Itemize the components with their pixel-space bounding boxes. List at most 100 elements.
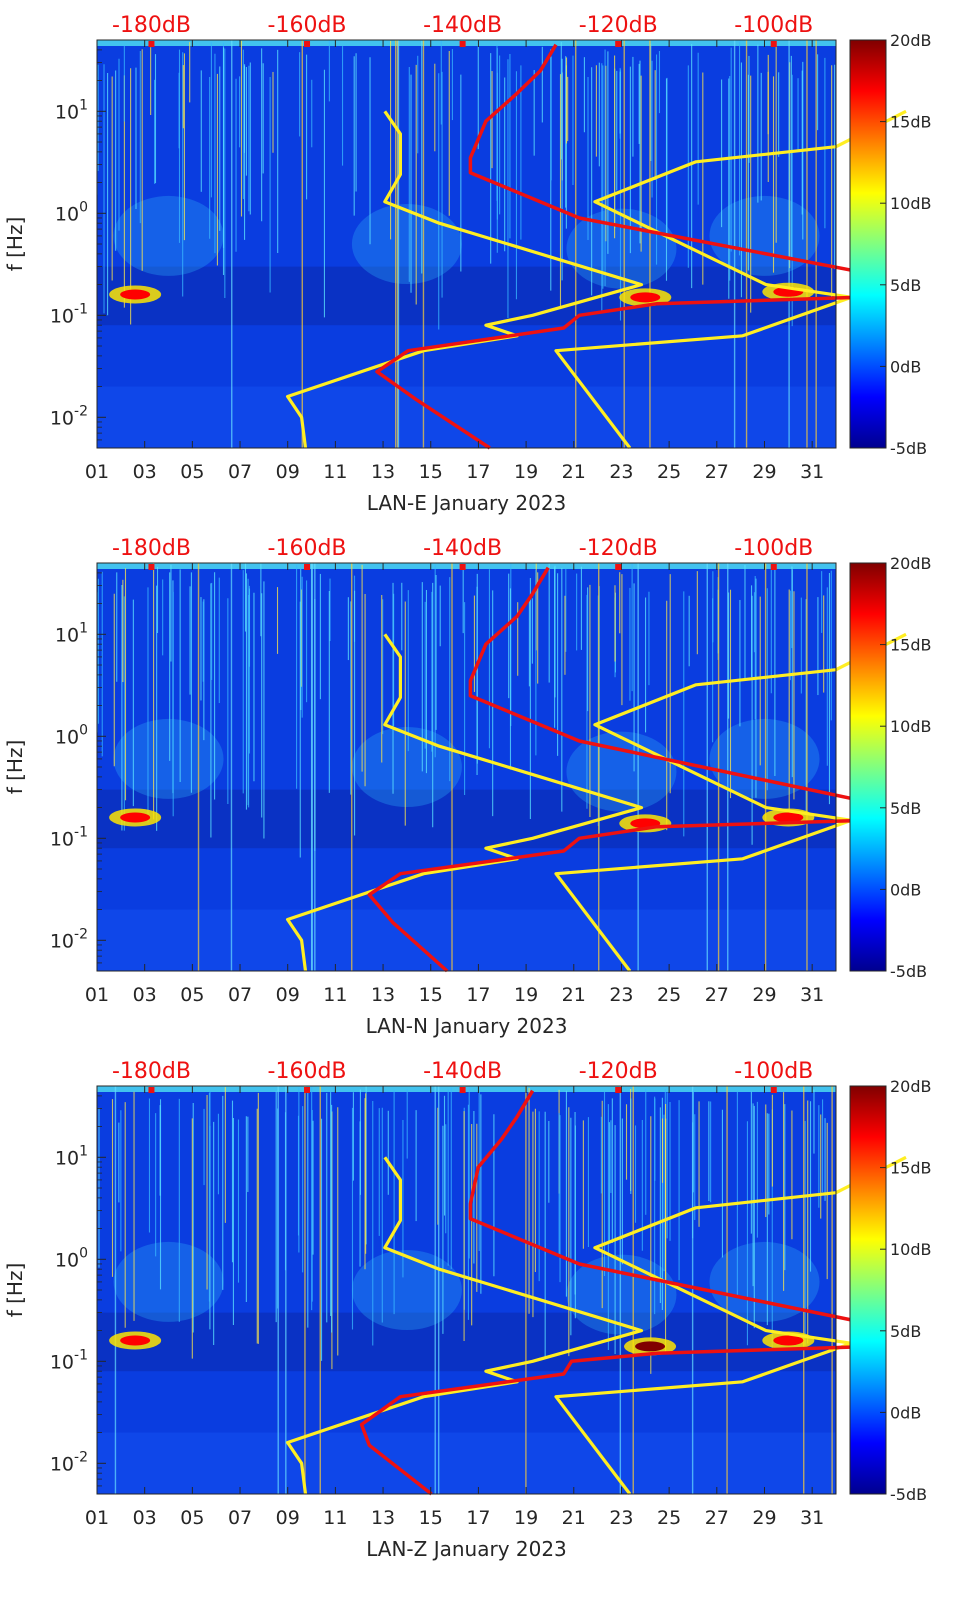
y-tick-label: 10-1 <box>50 1347 88 1373</box>
db-scale-marker <box>148 41 155 47</box>
x-tick-label: 05 <box>180 461 204 483</box>
db-scale-marker <box>148 564 155 570</box>
colorbar <box>849 562 887 972</box>
noise-model-line-left <box>286 1156 644 1495</box>
x-tick-label: 29 <box>752 1507 776 1529</box>
microseism-hotspot <box>120 812 151 823</box>
db-scale-label: -160dB <box>268 536 347 561</box>
x-tick-label: 29 <box>752 984 776 1006</box>
colorbar-tick-label: 0dB <box>890 880 921 899</box>
x-tick-label: 05 <box>180 1507 204 1529</box>
db-scale-label: -120dB <box>579 13 658 38</box>
colorbar-tick-label: 15dB <box>890 113 932 132</box>
x-tick-label: 07 <box>228 1507 252 1529</box>
y-tick-label: 100 <box>55 199 88 225</box>
x-tick-label: 01 <box>85 1507 109 1529</box>
noise-haze <box>351 204 462 284</box>
db-scale-label: -100dB <box>734 1059 813 1084</box>
y-tick-label: 100 <box>55 1245 88 1271</box>
x-tick-label: 31 <box>800 461 824 483</box>
x-tick-label: 09 <box>276 1507 300 1529</box>
noise-haze <box>351 727 462 807</box>
y-tick-label: 101 <box>55 620 88 646</box>
db-scale-label: -160dB <box>268 13 347 38</box>
colorbar-tick-label: 0dB <box>890 1403 921 1422</box>
x-tick-label: 17 <box>466 984 490 1006</box>
x-tick-label: 07 <box>228 984 252 1006</box>
spectrogram-panel: 01 03 05 07 09 11 13 15 17 19 21 23 25 27 29 31 10-2 10-1… <box>3 1059 932 1561</box>
colorbar-tick-label: 10dB <box>890 1240 932 1259</box>
colorbar-tick-label: -5dB <box>890 439 927 458</box>
microseism-hotspot <box>635 1341 666 1352</box>
x-tick-label: 15 <box>419 1507 443 1529</box>
microseism-hotspot <box>773 812 804 823</box>
x-tick-label: 17 <box>466 1507 490 1529</box>
colorbar-tick-label: 10dB <box>890 194 932 213</box>
x-tick-label: 05 <box>180 984 204 1006</box>
x-tick-label: 25 <box>657 984 681 1006</box>
y-tick-label: 10-2 <box>50 1449 88 1475</box>
x-tick-label: 09 <box>276 984 300 1006</box>
x-tick-label: 19 <box>514 984 538 1006</box>
x-axis-label: LAN-Z January 2023 <box>366 1537 567 1561</box>
nyquist-band <box>97 1086 836 1092</box>
noise-model-line-left <box>286 633 644 972</box>
nyquist-band <box>97 563 836 569</box>
noise-model-line-right <box>554 109 907 449</box>
noise-haze <box>113 718 224 799</box>
db-scale-label: -140dB <box>423 13 502 38</box>
db-scale-marker <box>304 564 311 570</box>
longperiod-band <box>97 1432 836 1494</box>
x-axis-label: LAN-N January 2023 <box>366 1014 568 1038</box>
db-scale-marker <box>770 564 777 570</box>
microseism-hotspot <box>630 292 661 303</box>
db-scale-marker <box>459 41 466 47</box>
x-tick-label: 01 <box>85 984 109 1006</box>
db-scale-marker <box>615 41 622 47</box>
db-scale-marker <box>304 41 311 47</box>
colorbar-tick-label: 15dB <box>890 1159 932 1178</box>
db-scale-marker <box>770 41 777 47</box>
microseism-hotspot <box>773 1335 804 1346</box>
x-tick-label: 25 <box>657 461 681 483</box>
db-scale-label: -140dB <box>423 536 502 561</box>
db-scale-label: -100dB <box>734 13 813 38</box>
db-scale-marker <box>615 1087 622 1093</box>
db-scale-label: -180dB <box>112 1059 191 1084</box>
db-scale-label: -180dB <box>112 536 191 561</box>
nyquist-band <box>97 40 836 46</box>
x-tick-label: 25 <box>657 1507 681 1529</box>
db-scale-label: -120dB <box>579 536 658 561</box>
colorbar-tick-label: 20dB <box>890 554 932 573</box>
noise-model-line-left <box>286 110 644 449</box>
colorbar-tick-label: 20dB <box>890 31 932 50</box>
db-scale-label: -180dB <box>112 13 191 38</box>
db-scale-marker <box>304 1087 311 1093</box>
db-scale-marker <box>459 1087 466 1093</box>
db-scale-label: -140dB <box>423 1059 502 1084</box>
x-tick-label: 21 <box>562 1507 586 1529</box>
noise-haze <box>566 208 677 289</box>
y-tick-label: 10-2 <box>50 926 88 952</box>
colorbar-tick-label: 5dB <box>890 799 921 818</box>
x-tick-label: 27 <box>705 461 729 483</box>
x-tick-label: 21 <box>562 984 586 1006</box>
x-tick-label: 03 <box>133 461 157 483</box>
y-axis-label: f [Hz] <box>3 740 27 795</box>
x-tick-label: 29 <box>752 461 776 483</box>
microseism-dark-band <box>97 266 836 326</box>
microseism-hotspot <box>120 289 151 300</box>
x-tick-label: 21 <box>562 461 586 483</box>
db-scale-marker <box>615 564 622 570</box>
x-tick-label: 01 <box>85 461 109 483</box>
db-scale-label: -160dB <box>268 1059 347 1084</box>
x-tick-label: 19 <box>514 461 538 483</box>
y-axis-label: f [Hz] <box>3 217 27 272</box>
db-scale-label: -120dB <box>579 1059 658 1084</box>
colorbar-tick-label: -5dB <box>890 1485 927 1504</box>
x-tick-label: 19 <box>514 1507 538 1529</box>
noise-haze <box>566 731 677 812</box>
y-tick-label: 101 <box>55 1143 88 1169</box>
y-tick-label: 10-1 <box>50 301 88 327</box>
x-tick-label: 03 <box>133 1507 157 1529</box>
